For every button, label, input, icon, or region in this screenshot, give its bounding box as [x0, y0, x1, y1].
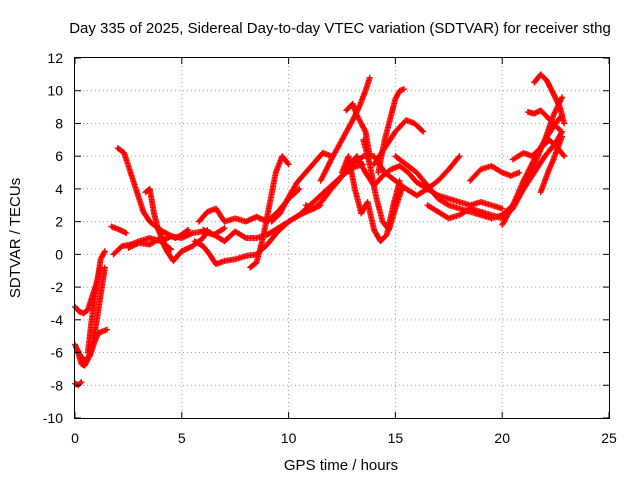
data-point	[419, 127, 426, 134]
x-tick-label: 5	[178, 430, 186, 446]
x-tick-label: 0	[71, 430, 79, 446]
data-point	[221, 225, 228, 232]
y-tick-label: -8	[51, 377, 64, 393]
x-tick-label: 25	[601, 430, 617, 446]
data-point	[400, 86, 407, 93]
data-point	[284, 160, 291, 167]
data-point	[185, 226, 192, 233]
series-trace-5	[84, 248, 108, 356]
series-trace-29	[531, 71, 568, 127]
series-trace-4	[72, 379, 85, 389]
x-tick-label: 10	[281, 430, 297, 446]
series-trace-26	[467, 163, 523, 184]
data-point	[78, 379, 85, 385]
chart-title: Day 335 of 2025, Sidereal Day-to-day VTE…	[69, 20, 611, 37]
series-trace-15	[268, 149, 335, 225]
y-tick-label: 0	[55, 246, 63, 262]
y-tick-label: -4	[51, 312, 64, 328]
data-point	[499, 205, 506, 212]
y-tick-label: 10	[47, 83, 63, 99]
data-point	[444, 201, 451, 208]
plot-frame	[74, 57, 610, 419]
data-point	[516, 169, 523, 176]
x-tick-label: 15	[388, 430, 404, 446]
data-point	[220, 226, 227, 232]
data-point	[555, 125, 562, 132]
data-point	[241, 234, 248, 241]
data-point	[559, 133, 566, 140]
axis-ticks: 0 5 10 15 20 25 -10 -8 -6 -4 -2 0 2 4 6 8 10 12	[43, 50, 617, 446]
data-point	[556, 127, 563, 133]
series-trace-17	[317, 74, 373, 184]
data-point	[559, 94, 566, 101]
data-point	[420, 128, 427, 135]
y-tick-label: 8	[55, 115, 63, 131]
data-point	[101, 248, 108, 255]
data-point	[456, 153, 463, 160]
data-point	[366, 74, 373, 81]
data-series	[72, 71, 568, 389]
data-point	[455, 154, 462, 161]
data-point	[561, 153, 568, 160]
x-tick-label: 20	[494, 430, 510, 446]
y-tick-label: -2	[51, 279, 64, 295]
data-point	[296, 185, 303, 192]
y-tick-label: 6	[55, 148, 63, 164]
y-tick-label: -10	[43, 410, 63, 426]
series-trace-30	[537, 133, 566, 196]
y-axis-label: SDTVAR / TECUs	[7, 178, 24, 298]
data-point	[121, 229, 128, 236]
data-point	[295, 186, 302, 193]
x-axis-label: GPS time / hours	[284, 457, 398, 474]
data-point	[560, 152, 567, 159]
data-point	[123, 230, 130, 237]
y-tick-label: -6	[51, 345, 64, 361]
y-tick-label: 2	[55, 214, 63, 230]
series-trace-23	[349, 153, 463, 199]
data-point	[104, 326, 111, 333]
series-trace-14	[247, 153, 292, 271]
y-tick-label: 4	[55, 181, 63, 197]
y-tick-label: 12	[47, 50, 63, 66]
data-point	[101, 264, 108, 271]
data-point	[285, 161, 292, 168]
series-trace-20	[360, 136, 405, 233]
series-trace-10	[125, 226, 211, 264]
series-trace-31	[524, 107, 563, 133]
data-point	[561, 120, 568, 127]
series-trace-6	[108, 223, 130, 237]
series-trace-24	[392, 128, 566, 222]
data-point	[359, 154, 366, 161]
